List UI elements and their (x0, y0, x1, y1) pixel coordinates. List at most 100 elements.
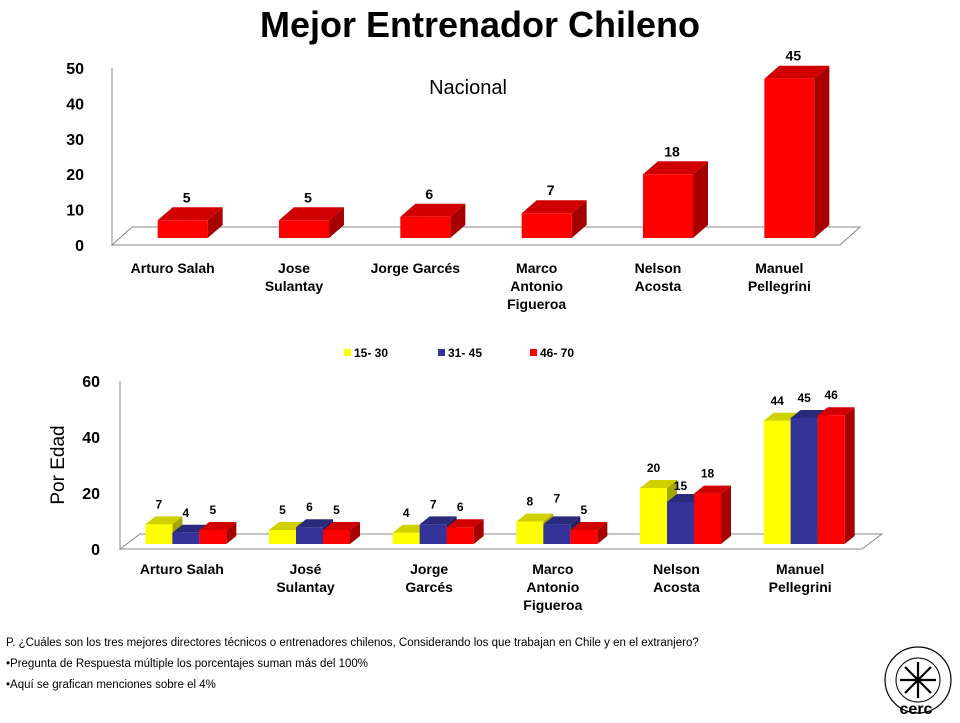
bar-front (764, 78, 815, 238)
bar-top (296, 519, 333, 528)
cerc-logo: cerc (856, 640, 956, 718)
bar-2-2 (446, 519, 484, 544)
x-tick-label: Marco (516, 260, 557, 276)
bar-front (199, 530, 227, 544)
bar-top (694, 485, 731, 494)
bar-5 (764, 65, 830, 238)
bar-front (667, 502, 694, 544)
y-tick-label: 30 (66, 132, 84, 149)
bar-side (450, 203, 466, 238)
bar-top (521, 200, 587, 214)
floor-outline (118, 533, 884, 550)
bar-front (543, 524, 571, 544)
bar-0 (157, 207, 223, 238)
y-tick-label: 0 (91, 542, 100, 559)
data-label: 6 (457, 500, 464, 514)
bar-top (199, 522, 237, 530)
data-label: 5 (333, 503, 340, 517)
bar-front (269, 530, 296, 544)
bar-side (207, 207, 223, 238)
data-label: 45 (797, 391, 811, 405)
chart-subtitle: Nacional (429, 77, 507, 99)
bar-4 (643, 161, 708, 238)
y-tick-label: 10 (66, 203, 84, 220)
y-tick-label: 40 (66, 96, 84, 113)
x-tick-label: Manuel (776, 561, 824, 577)
bar-front (157, 220, 208, 238)
bar-front (643, 174, 693, 238)
data-label: 5 (580, 503, 587, 517)
x-tick-label: Figueroa (523, 597, 582, 613)
data-label: 5 (209, 503, 216, 517)
bar-front (640, 488, 667, 544)
bar-1-2 (323, 522, 360, 544)
legend-swatch (530, 349, 537, 356)
data-label: 4 (182, 506, 189, 520)
bar-front (516, 521, 544, 544)
bar-front (419, 524, 447, 544)
note-threshold: •Aquí se grafican menciones sobre el 4% (6, 679, 216, 691)
data-label: 18 (701, 467, 715, 481)
x-tick-label: Garcés (405, 579, 453, 595)
bar-front (763, 420, 791, 544)
data-label: 44 (770, 394, 784, 408)
national-bar-chart: 0 10 20 30 40 50 Nacional 5 Arturo Salah 5 Jose Sul… (66, 48, 862, 312)
y-tick-label: 0 (75, 238, 84, 255)
x-tick-label: Sulantay (276, 579, 335, 595)
data-label: 5 (304, 189, 312, 205)
x-tick-label: Nelson (635, 260, 682, 276)
y-tick-label: 60 (82, 374, 100, 391)
y-tick-label: 50 (66, 61, 84, 78)
y-tick-label: 20 (66, 167, 84, 184)
bar-top (145, 516, 183, 525)
bar-top (643, 161, 708, 175)
x-tick-label: Nelson (653, 561, 700, 577)
data-label: 20 (647, 461, 661, 475)
bar-side (473, 519, 484, 544)
data-label: 46 (824, 388, 838, 402)
cerc-logo-graphic: cerc (884, 646, 952, 718)
floor-outline (110, 226, 862, 246)
x-tick-label: Antonio (526, 579, 579, 595)
bar-front (694, 493, 721, 544)
bar-side (350, 522, 360, 544)
x-tick-label: Pellegrini (748, 278, 811, 294)
bar-2 (400, 203, 466, 238)
x-tick-label: Figueroa (507, 296, 566, 312)
x-tick-label: Arturo Salah (131, 260, 215, 276)
x-tick-label: Jorge (410, 561, 448, 577)
x-tick-label: Acosta (635, 278, 682, 294)
bar-side (597, 522, 608, 544)
bar-top (817, 407, 855, 416)
bar-front (323, 530, 350, 544)
x-tick-label: Marco (532, 561, 573, 577)
legend-label: 46- 70 (540, 346, 574, 360)
page-title: Mejor Entrenador Chileno (259, 4, 701, 45)
bar-top (640, 480, 677, 488)
bar-front (296, 527, 323, 544)
bar-side (844, 407, 855, 544)
x-tick-label: Manuel (755, 260, 803, 276)
bar-4-2 (694, 485, 731, 544)
bar-top (157, 207, 223, 221)
x-tick-label: Arturo Salah (140, 561, 224, 577)
bar-front (400, 216, 451, 238)
bar-front (790, 418, 818, 544)
data-label: 7 (430, 497, 437, 511)
x-tick-label: Sulantay (265, 278, 324, 294)
data-label: 45 (786, 48, 802, 64)
bar-side (721, 485, 731, 544)
bar-5-2 (817, 407, 855, 544)
bar-3 (521, 200, 587, 238)
data-label: 7 (553, 491, 560, 505)
bar-side (814, 65, 830, 238)
bar-front (172, 532, 200, 544)
bar-side (571, 200, 587, 238)
data-label: 5 (183, 189, 191, 205)
data-label: 5 (279, 503, 286, 517)
x-tick-label: Pellegrini (769, 579, 832, 595)
legend-label: 15- 30 (354, 346, 388, 360)
bar-front (570, 530, 598, 544)
x-tick-label: Acosta (653, 579, 700, 595)
data-label: 6 (306, 500, 313, 514)
